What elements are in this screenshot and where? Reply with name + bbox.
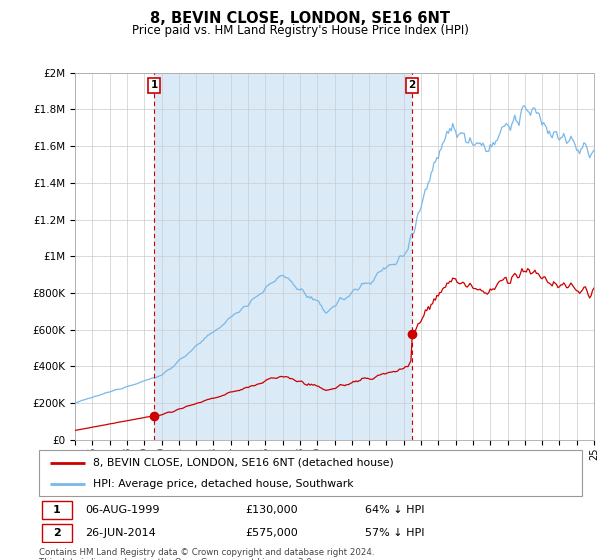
FancyBboxPatch shape [39, 450, 582, 496]
Text: 64% ↓ HPI: 64% ↓ HPI [365, 505, 424, 515]
Text: 1: 1 [151, 80, 158, 90]
Text: 8, BEVIN CLOSE, LONDON, SE16 6NT (detached house): 8, BEVIN CLOSE, LONDON, SE16 6NT (detach… [94, 458, 394, 468]
Text: 06-AUG-1999: 06-AUG-1999 [85, 505, 160, 515]
Text: 8, BEVIN CLOSE, LONDON, SE16 6NT: 8, BEVIN CLOSE, LONDON, SE16 6NT [150, 11, 450, 26]
Text: £575,000: £575,000 [245, 528, 298, 538]
Text: Price paid vs. HM Land Registry's House Price Index (HPI): Price paid vs. HM Land Registry's House … [131, 24, 469, 36]
Text: Contains HM Land Registry data © Crown copyright and database right 2024.
This d: Contains HM Land Registry data © Crown c… [39, 548, 374, 560]
FancyBboxPatch shape [42, 524, 71, 542]
Text: 2: 2 [408, 80, 415, 90]
Text: 2: 2 [53, 528, 61, 538]
FancyBboxPatch shape [42, 501, 71, 519]
Text: £130,000: £130,000 [245, 505, 298, 515]
Text: 1: 1 [53, 505, 61, 515]
Text: HPI: Average price, detached house, Southwark: HPI: Average price, detached house, Sout… [94, 479, 354, 489]
Bar [154, 73, 412, 440]
Text: 26-JUN-2014: 26-JUN-2014 [85, 528, 156, 538]
Text: 57% ↓ HPI: 57% ↓ HPI [365, 528, 424, 538]
